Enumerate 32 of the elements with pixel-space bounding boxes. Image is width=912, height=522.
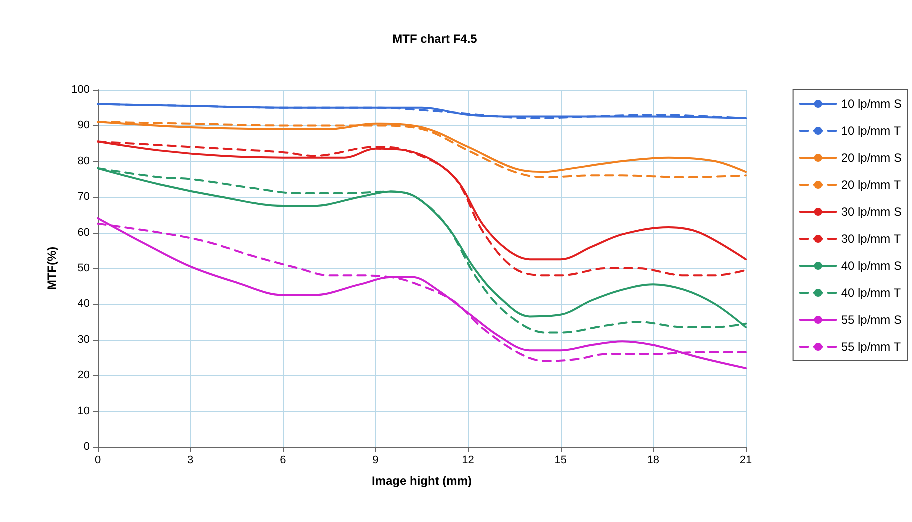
y-tick-label: 10 <box>78 405 90 418</box>
x-axis-title: Image hight (mm) <box>372 474 472 488</box>
legend-label: 20 lp/mm S <box>841 151 902 165</box>
legend-label: 55 lp/mm T <box>841 340 902 354</box>
x-tick-label: 18 <box>647 454 660 466</box>
x-tick-label: 12 <box>462 454 474 466</box>
legend-label: 20 lp/mm T <box>841 178 902 192</box>
x-tick-label: 21 <box>740 454 752 466</box>
y-tick-label: 0 <box>84 441 90 453</box>
legend-label: 40 lp/mm S <box>841 259 902 273</box>
x-tick-label: 3 <box>188 454 194 466</box>
legend-label: 55 lp/mm S <box>841 313 902 327</box>
y-tick-label: 50 <box>78 262 90 274</box>
legend-label: 30 lp/mm T <box>841 232 902 246</box>
y-tick-label: 80 <box>78 155 90 168</box>
y-tick-label: 20 <box>78 370 90 382</box>
y-tick-label: 100 <box>72 84 90 96</box>
legend-label: 10 lp/mm T <box>841 124 902 138</box>
legend-label: 30 lp/mm S <box>841 205 902 219</box>
x-tick-label: 6 <box>280 454 286 466</box>
y-tick-label: 30 <box>78 334 90 346</box>
y-tick-label: 40 <box>78 298 90 310</box>
y-tick-label: 70 <box>78 191 90 204</box>
legend-label: 40 lp/mm T <box>841 286 902 300</box>
y-tick-label: 90 <box>78 120 90 132</box>
x-tick-label: 9 <box>372 454 379 466</box>
chart-title: MTF chart F4.5 <box>392 32 478 46</box>
x-tick-label: 0 <box>94 454 102 466</box>
x-tick-label: 15 <box>554 454 567 466</box>
legend-label: 10 lp/mm S <box>841 97 902 111</box>
y-tick-label: 60 <box>78 226 90 239</box>
y-axis-title: MTF(%) <box>45 246 59 290</box>
